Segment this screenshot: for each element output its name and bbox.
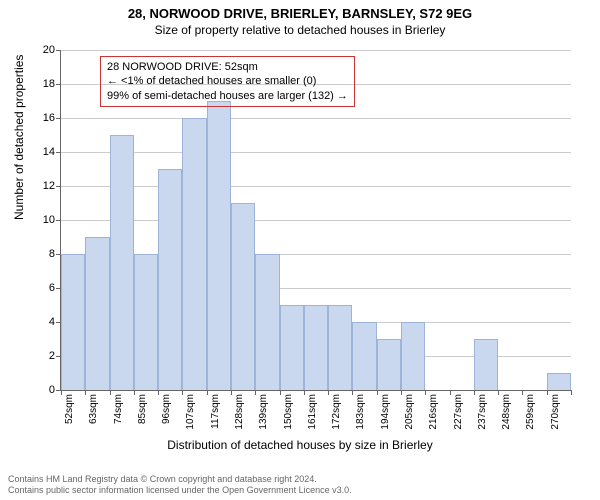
gridline [61,118,571,119]
histogram-bar [352,322,376,390]
xtick-mark [182,390,183,395]
xtick-mark [352,390,353,395]
gridline [61,50,571,51]
ytick-mark [56,84,61,85]
footer-attribution: Contains HM Land Registry data © Crown c… [8,474,352,496]
histogram-bar [85,237,109,390]
histogram-bar [182,118,206,390]
xtick-mark [498,390,499,395]
xtick-mark [401,390,402,395]
xtick-label: 63sqm [88,394,99,424]
xtick-label: 237sqm [477,394,488,430]
xtick-mark [158,390,159,395]
xtick-mark [425,390,426,395]
xtick-mark [522,390,523,395]
ytick-mark [56,186,61,187]
xtick-mark [547,390,548,395]
ytick-label: 0 [25,384,55,396]
xtick-label: 270sqm [550,394,561,430]
annotation-line3: 99% of semi-detached houses are larger (… [107,89,348,103]
xtick-label: 259sqm [525,394,536,430]
chart-container: 28, NORWOOD DRIVE, BRIERLEY, BARNSLEY, S… [0,0,600,500]
xtick-label: 139sqm [258,394,269,430]
xtick-mark [571,390,572,395]
chart-title: 28, NORWOOD DRIVE, BRIERLEY, BARNSLEY, S… [0,0,600,21]
histogram-bar [328,305,352,390]
histogram-bar [110,135,134,390]
ytick-mark [56,50,61,51]
xtick-mark [280,390,281,395]
xtick-mark [450,390,451,395]
chart-subtitle: Size of property relative to detached ho… [0,21,600,37]
annotation-box: 28 NORWOOD DRIVE: 52sqm ← <1% of detache… [100,56,355,107]
histogram-bar [231,203,255,390]
xtick-label: 85sqm [137,394,148,424]
xtick-label: 107sqm [185,394,196,430]
ytick-label: 2 [25,350,55,362]
xtick-mark [134,390,135,395]
xtick-mark [207,390,208,395]
ytick-label: 16 [25,112,55,124]
histogram-bar [280,305,304,390]
xtick-mark [474,390,475,395]
histogram-bar [61,254,85,390]
xtick-mark [61,390,62,395]
xtick-label: 117sqm [210,394,221,429]
xtick-mark [231,390,232,395]
histogram-bar [304,305,328,390]
xtick-mark [255,390,256,395]
xtick-label: 205sqm [404,394,415,430]
y-axis-label: Number of detached properties [12,55,26,220]
ytick-label: 14 [25,146,55,158]
histogram-bar [401,322,425,390]
footer-line2: Contains public sector information licen… [8,485,352,496]
xtick-label: 216sqm [428,394,439,430]
xtick-mark [328,390,329,395]
ytick-label: 12 [25,180,55,192]
x-axis-label: Distribution of detached houses by size … [0,438,600,452]
gridline [61,186,571,187]
ytick-label: 8 [25,248,55,260]
histogram-bar [474,339,498,390]
histogram-bar [207,101,231,390]
xtick-label: 172sqm [331,394,342,430]
ytick-label: 10 [25,214,55,226]
ytick-label: 4 [25,316,55,328]
ytick-label: 6 [25,282,55,294]
ytick-mark [56,118,61,119]
annotation-line2: ← <1% of detached houses are smaller (0) [107,74,348,88]
ytick-mark [56,152,61,153]
xtick-label: 74sqm [113,394,124,424]
xtick-label: 227sqm [453,394,464,430]
histogram-bar [158,169,182,390]
xtick-mark [110,390,111,395]
xtick-label: 150sqm [283,394,294,430]
ytick-mark [56,220,61,221]
gridline [61,152,571,153]
xtick-label: 183sqm [355,394,366,430]
footer-line1: Contains HM Land Registry data © Crown c… [8,474,352,485]
histogram-bar [134,254,158,390]
xtick-label: 96sqm [161,394,172,424]
annotation-line1: 28 NORWOOD DRIVE: 52sqm [107,60,348,74]
histogram-bar [377,339,401,390]
ytick-label: 20 [25,44,55,56]
xtick-label: 52sqm [64,394,75,424]
xtick-mark [304,390,305,395]
chart-area: 0246810121416182052sqm63sqm74sqm85sqm96s… [60,50,570,390]
xtick-mark [85,390,86,395]
xtick-label: 161sqm [307,394,318,430]
xtick-label: 128sqm [234,394,245,430]
xtick-label: 194sqm [380,394,391,430]
xtick-label: 248sqm [501,394,512,430]
histogram-bar [255,254,279,390]
ytick-label: 18 [25,78,55,90]
histogram-bar [547,373,571,390]
gridline [61,220,571,221]
xtick-mark [377,390,378,395]
